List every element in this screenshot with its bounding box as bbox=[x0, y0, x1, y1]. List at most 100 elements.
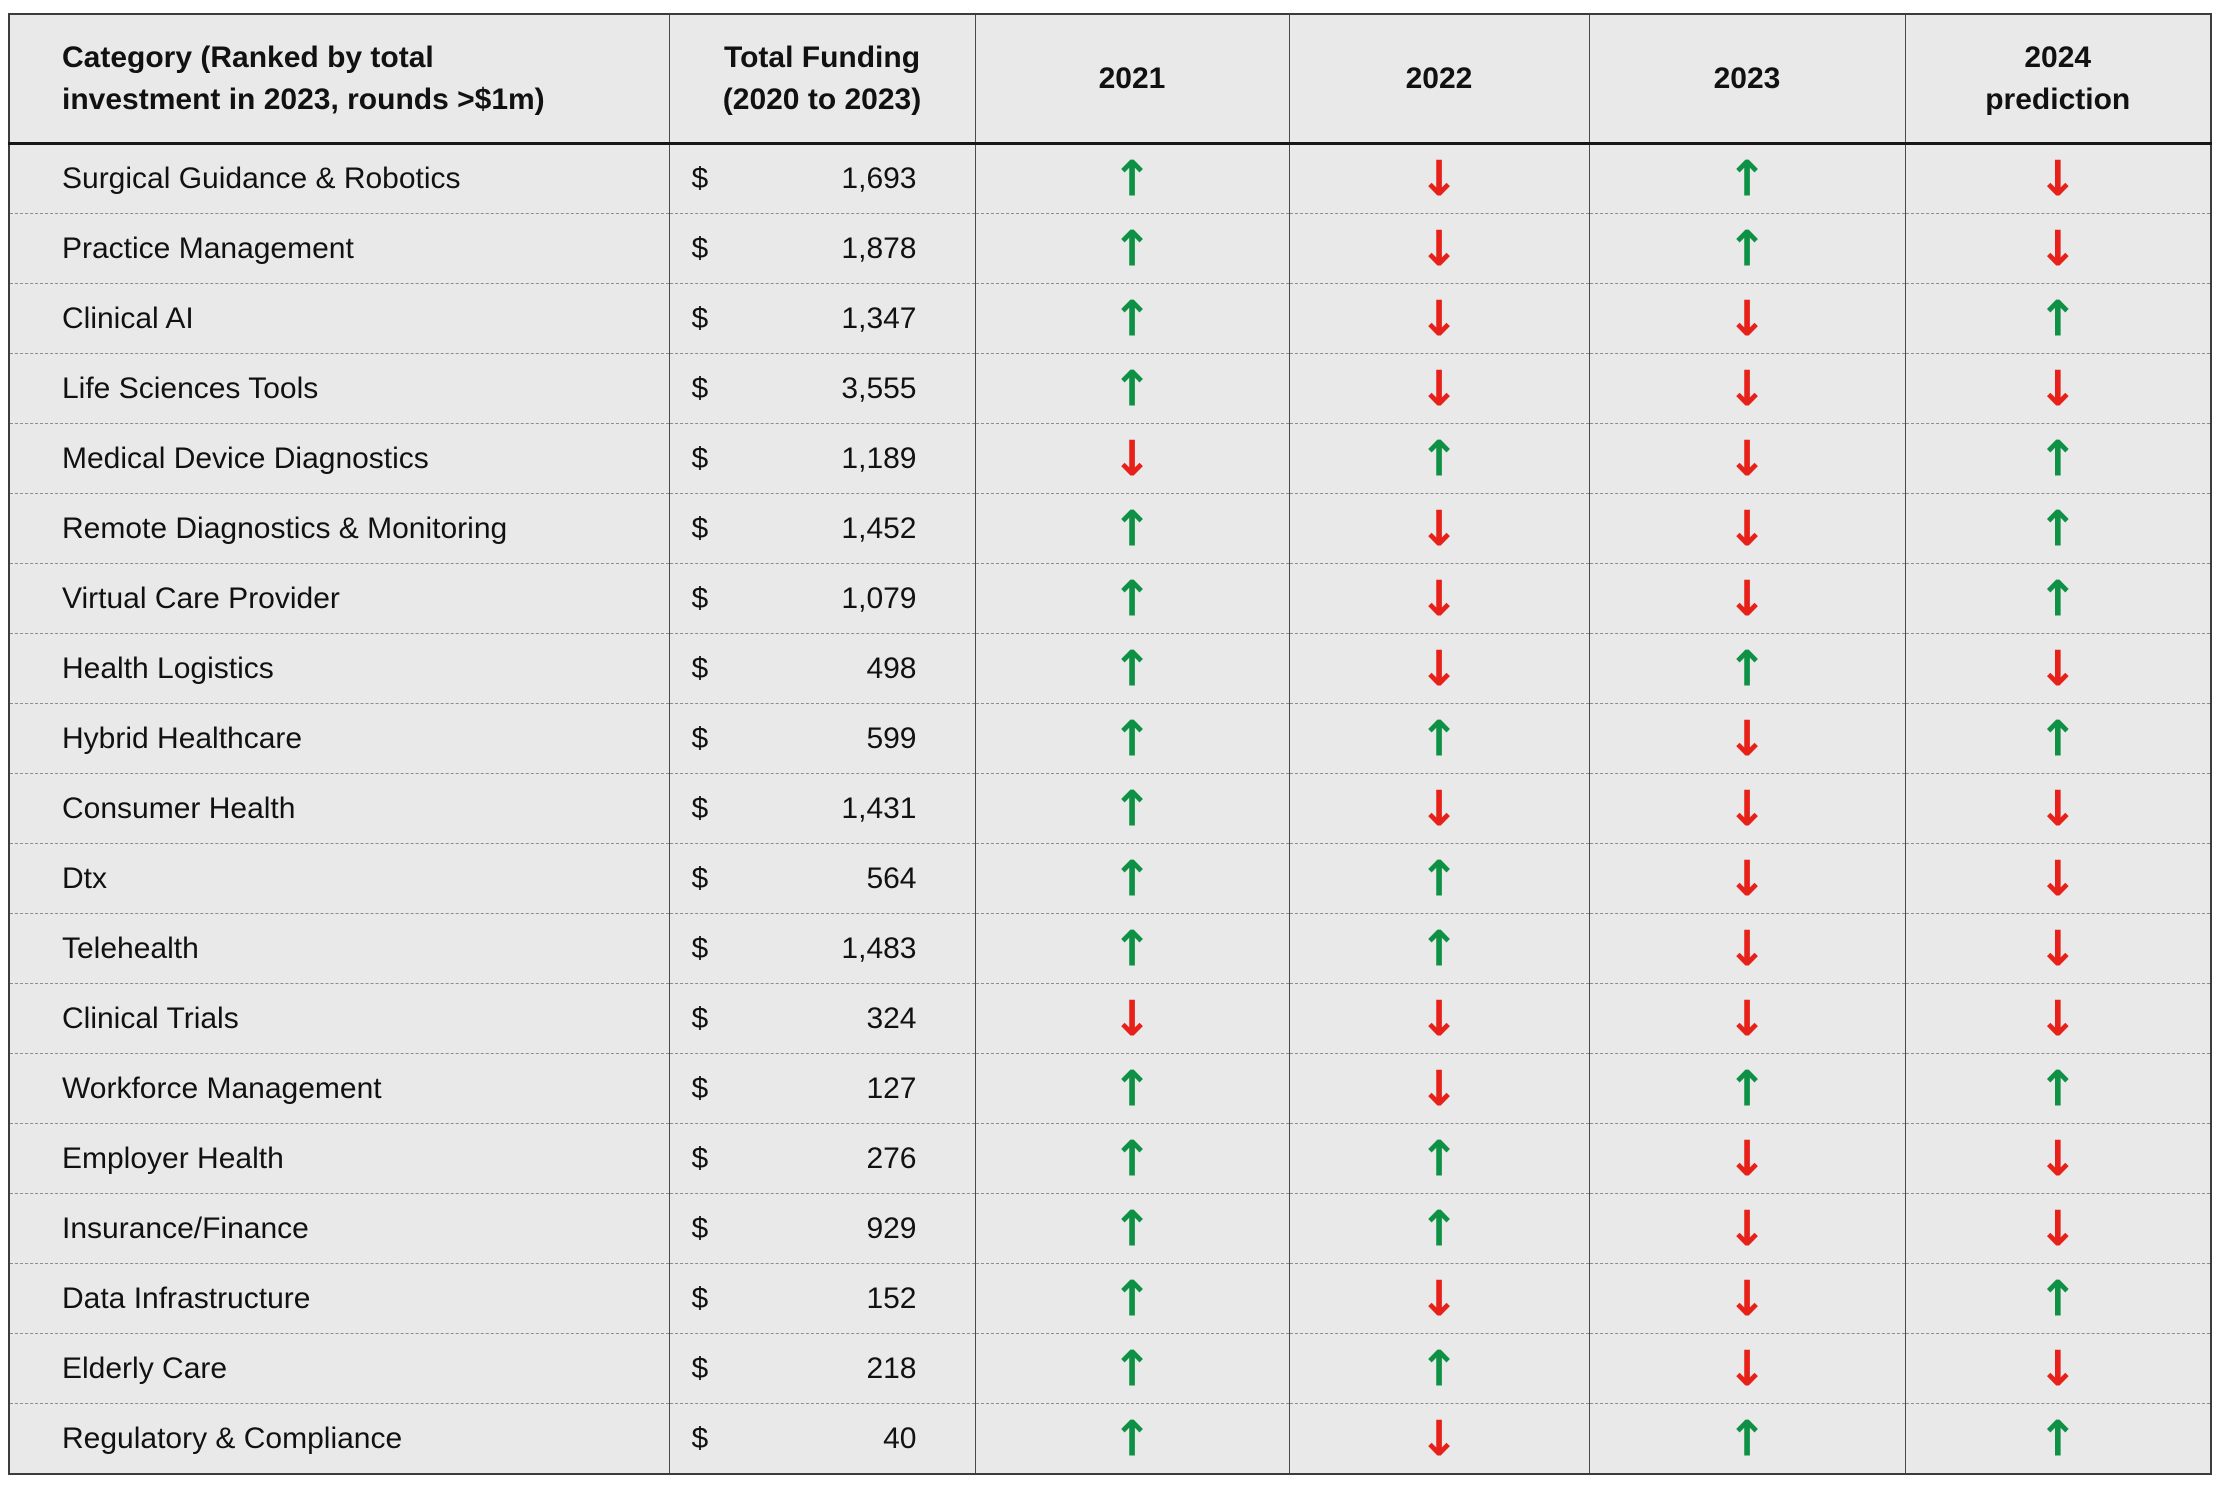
trend-y2022-cell: ↑ bbox=[1288, 423, 1589, 494]
funding-amount: 218 bbox=[866, 1351, 917, 1385]
trend-down-icon: ↓ bbox=[2037, 1130, 2078, 1188]
trend-down-icon: ↓ bbox=[1418, 570, 1460, 628]
trend-y2023-cell: ↓ bbox=[1588, 283, 1905, 354]
trend-y2021-cell: ↑ bbox=[974, 843, 1289, 914]
trend-up-icon: ↑ bbox=[1726, 219, 1768, 278]
category-cell: Virtual Care Provider bbox=[9, 563, 669, 634]
category-cell: Dtx bbox=[9, 843, 669, 914]
trend-down-icon: ↓ bbox=[1726, 289, 1768, 348]
trend-down-icon: ↓ bbox=[1418, 640, 1460, 698]
currency-symbol: $ bbox=[691, 861, 709, 895]
trend-up-icon: ↑ bbox=[1418, 710, 1460, 768]
trend-up-icon: ↑ bbox=[1111, 850, 1153, 908]
trend-y2023-cell: ↓ bbox=[1588, 1263, 1905, 1334]
prediction-header-line2: prediction bbox=[1985, 82, 2131, 116]
table-row: Virtual Care Provider $ 1,079 ↑ ↓ ↓ ↑ bbox=[9, 563, 2211, 634]
trend-down-icon: ↓ bbox=[1726, 780, 1768, 838]
trend-down-icon: ↓ bbox=[2037, 850, 2078, 908]
trend-y2024-cell: ↓ bbox=[1904, 213, 2211, 284]
trend-down-icon: ↓ bbox=[1418, 500, 1460, 558]
trend-y2023-cell: ↓ bbox=[1588, 1333, 1905, 1404]
funding-amount: 40 bbox=[883, 1421, 917, 1455]
col-header-2022: 2022 bbox=[1288, 14, 1589, 145]
category-cell: Practice Management bbox=[9, 213, 669, 284]
trend-y2022-cell: ↓ bbox=[1288, 1403, 1589, 1474]
trend-up-icon: ↑ bbox=[1726, 1410, 1768, 1468]
funding-cell: $ 40 bbox=[668, 1403, 975, 1474]
col-header-category: Category (Ranked by total investment in … bbox=[9, 14, 669, 145]
table-row: Workforce Management $ 127 ↑ ↓ ↑ ↑ bbox=[9, 1053, 2211, 1124]
table-row: Employer Health $ 276 ↑ ↑ ↓ ↓ bbox=[9, 1123, 2211, 1194]
trend-y2022-cell: ↓ bbox=[1288, 563, 1589, 634]
funding-cell: $ 599 bbox=[668, 703, 975, 774]
funding-value: $ 324 bbox=[670, 1002, 975, 1036]
funding-amount: 1,347 bbox=[841, 301, 917, 335]
currency-symbol: $ bbox=[691, 581, 709, 615]
trend-down-icon: ↓ bbox=[1418, 780, 1460, 838]
funding-amount: 1,431 bbox=[841, 791, 917, 825]
trend-down-icon: ↓ bbox=[1726, 500, 1768, 558]
table-row: Surgical Guidance & Robotics $ 1,693 ↑ ↓… bbox=[9, 143, 2211, 214]
trend-y2024-cell: ↓ bbox=[1904, 913, 2211, 984]
trend-down-icon: ↓ bbox=[1418, 289, 1460, 348]
funding-value: $ 218 bbox=[670, 1352, 975, 1386]
trend-down-icon: ↓ bbox=[1111, 990, 1153, 1048]
trend-y2024-cell: ↑ bbox=[1904, 703, 2211, 774]
funding-value: $ 3,555 bbox=[670, 372, 975, 406]
trend-y2024-cell: ↓ bbox=[1904, 143, 2211, 214]
trend-down-icon: ↓ bbox=[1418, 1060, 1460, 1118]
trend-y2021-cell: ↑ bbox=[974, 913, 1289, 984]
funding-cell: $ 1,483 bbox=[668, 913, 975, 984]
category-cell: Clinical AI bbox=[9, 283, 669, 354]
trend-up-icon: ↑ bbox=[1418, 430, 1460, 488]
trend-up-icon: ↑ bbox=[1726, 1060, 1768, 1118]
table-row: Insurance/Finance $ 929 ↑ ↑ ↓ ↓ bbox=[9, 1193, 2211, 1264]
col-header-2021: 2021 bbox=[974, 14, 1289, 145]
trend-up-icon: ↑ bbox=[1726, 150, 1768, 208]
funding-cell: $ 276 bbox=[668, 1123, 975, 1194]
category-cell: Employer Health bbox=[9, 1123, 669, 1194]
currency-symbol: $ bbox=[691, 791, 709, 825]
trend-y2022-cell: ↓ bbox=[1288, 283, 1589, 354]
trend-y2024-cell: ↑ bbox=[1904, 493, 2211, 564]
trend-up-icon: ↑ bbox=[1418, 850, 1460, 908]
trend-up-icon: ↑ bbox=[1418, 1130, 1460, 1188]
funding-cell: $ 1,189 bbox=[668, 423, 975, 494]
funding-value: $ 1,483 bbox=[670, 932, 975, 966]
trend-y2022-cell: ↑ bbox=[1288, 1193, 1589, 1264]
trend-y2021-cell: ↑ bbox=[974, 1403, 1289, 1474]
table-row: Regulatory & Compliance $ 40 ↑ ↓ ↑ ↑ bbox=[9, 1403, 2211, 1474]
trend-down-icon: ↓ bbox=[2037, 1340, 2078, 1398]
prediction-header-line1: 2024 bbox=[2024, 41, 2092, 75]
funding-value: $ 40 bbox=[670, 1422, 975, 1456]
trend-up-icon: ↑ bbox=[1726, 640, 1768, 698]
trend-up-icon: ↑ bbox=[1111, 150, 1153, 208]
trend-down-icon: ↓ bbox=[1418, 1270, 1460, 1328]
trend-down-icon: ↓ bbox=[1726, 570, 1768, 628]
trend-up-icon: ↑ bbox=[1111, 570, 1153, 628]
table-row: Consumer Health $ 1,431 ↑ ↓ ↓ ↓ bbox=[9, 773, 2211, 844]
trend-y2023-cell: ↓ bbox=[1588, 703, 1905, 774]
funding-amount: 599 bbox=[866, 721, 917, 755]
trend-down-icon: ↓ bbox=[1726, 990, 1768, 1048]
trend-y2023-cell: ↑ bbox=[1588, 1403, 1905, 1474]
trend-up-icon: ↑ bbox=[1111, 1200, 1153, 1258]
category-cell: Life Sciences Tools bbox=[9, 353, 669, 424]
trend-y2022-cell: ↓ bbox=[1288, 493, 1589, 564]
trend-up-icon: ↑ bbox=[1111, 640, 1153, 698]
trend-up-icon: ↑ bbox=[1111, 1130, 1153, 1188]
table-row: Hybrid Healthcare $ 599 ↑ ↑ ↓ ↑ bbox=[9, 703, 2211, 774]
trend-up-icon: ↑ bbox=[2037, 289, 2078, 348]
funding-value: $ 1,189 bbox=[670, 442, 975, 476]
header-row: Category (Ranked by total investment in … bbox=[9, 14, 2211, 145]
trend-up-icon: ↑ bbox=[1111, 780, 1153, 838]
category-cell: Surgical Guidance & Robotics bbox=[62, 162, 461, 195]
trend-y2021-cell: ↑ bbox=[974, 283, 1289, 354]
category-cell: Health Logistics bbox=[9, 633, 669, 704]
trend-up-icon: ↑ bbox=[1418, 920, 1460, 978]
trend-down-icon: ↓ bbox=[1418, 359, 1460, 418]
trend-y2023-cell: ↑ bbox=[1588, 213, 1905, 284]
trend-y2024-cell: ↓ bbox=[1904, 633, 2211, 704]
category-cell: Medical Device Diagnostics bbox=[9, 423, 669, 494]
